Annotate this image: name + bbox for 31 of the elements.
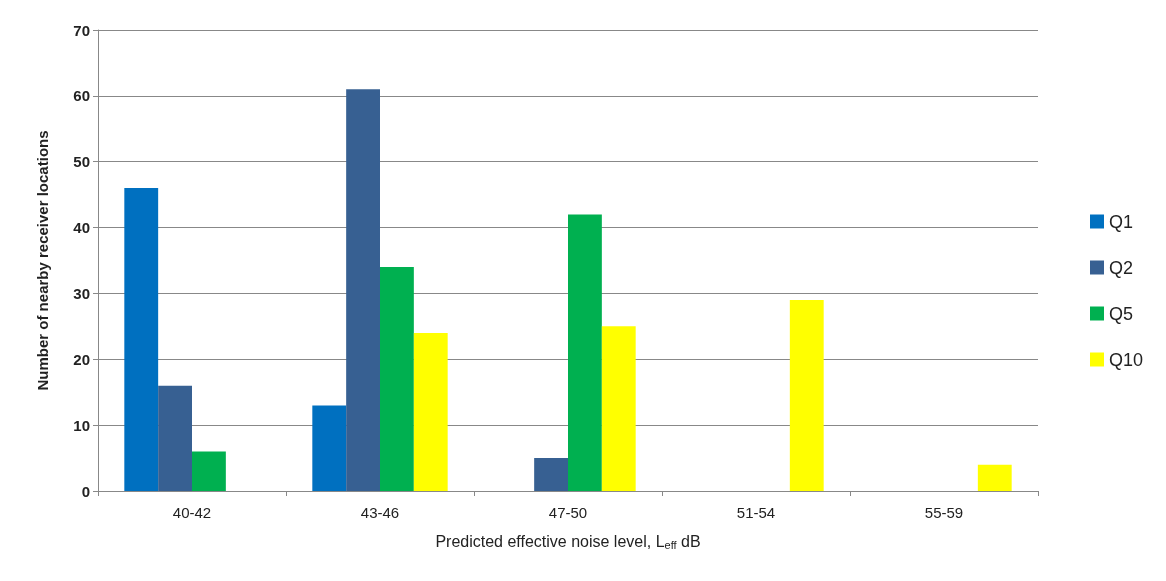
x-tick-label: 47-50 (548, 504, 588, 521)
y-axis-title: Number of nearby receiver locations (34, 130, 51, 391)
y-tick-label: 0 (81, 482, 90, 500)
y-tick-label: 50 (73, 153, 90, 171)
bar (977, 464, 1012, 491)
y-tick-label: 40 (73, 219, 90, 237)
x-axis-title: Predicted effective noise level, Leff dB (435, 533, 701, 551)
x-tick-label: 43-46 (360, 504, 400, 521)
x-tick-label: 40-42 (172, 504, 212, 521)
bar (124, 188, 159, 491)
bar (380, 267, 414, 491)
x-tick-label: 55-59 (924, 504, 964, 521)
legend-label: Q1 (1108, 211, 1133, 232)
bar (413, 332, 448, 491)
legend-label: Q5 (1108, 303, 1133, 324)
bar (158, 385, 192, 491)
y-tick-label: 70 (73, 21, 90, 39)
bar (534, 458, 568, 491)
x-tick-label: 51-54 (736, 504, 776, 521)
bar (568, 214, 602, 491)
bar (192, 451, 226, 491)
y-tick-label: 60 (73, 87, 90, 105)
y-tick-label: 30 (73, 284, 90, 302)
bar (346, 89, 380, 491)
bar (601, 326, 636, 491)
legend-label: Q2 (1108, 257, 1133, 278)
bar (312, 405, 347, 491)
y-tick-label: 20 (73, 350, 90, 368)
legend-label: Q10 (1108, 349, 1144, 370)
bar (789, 300, 824, 491)
y-tick-label: 10 (73, 416, 90, 434)
